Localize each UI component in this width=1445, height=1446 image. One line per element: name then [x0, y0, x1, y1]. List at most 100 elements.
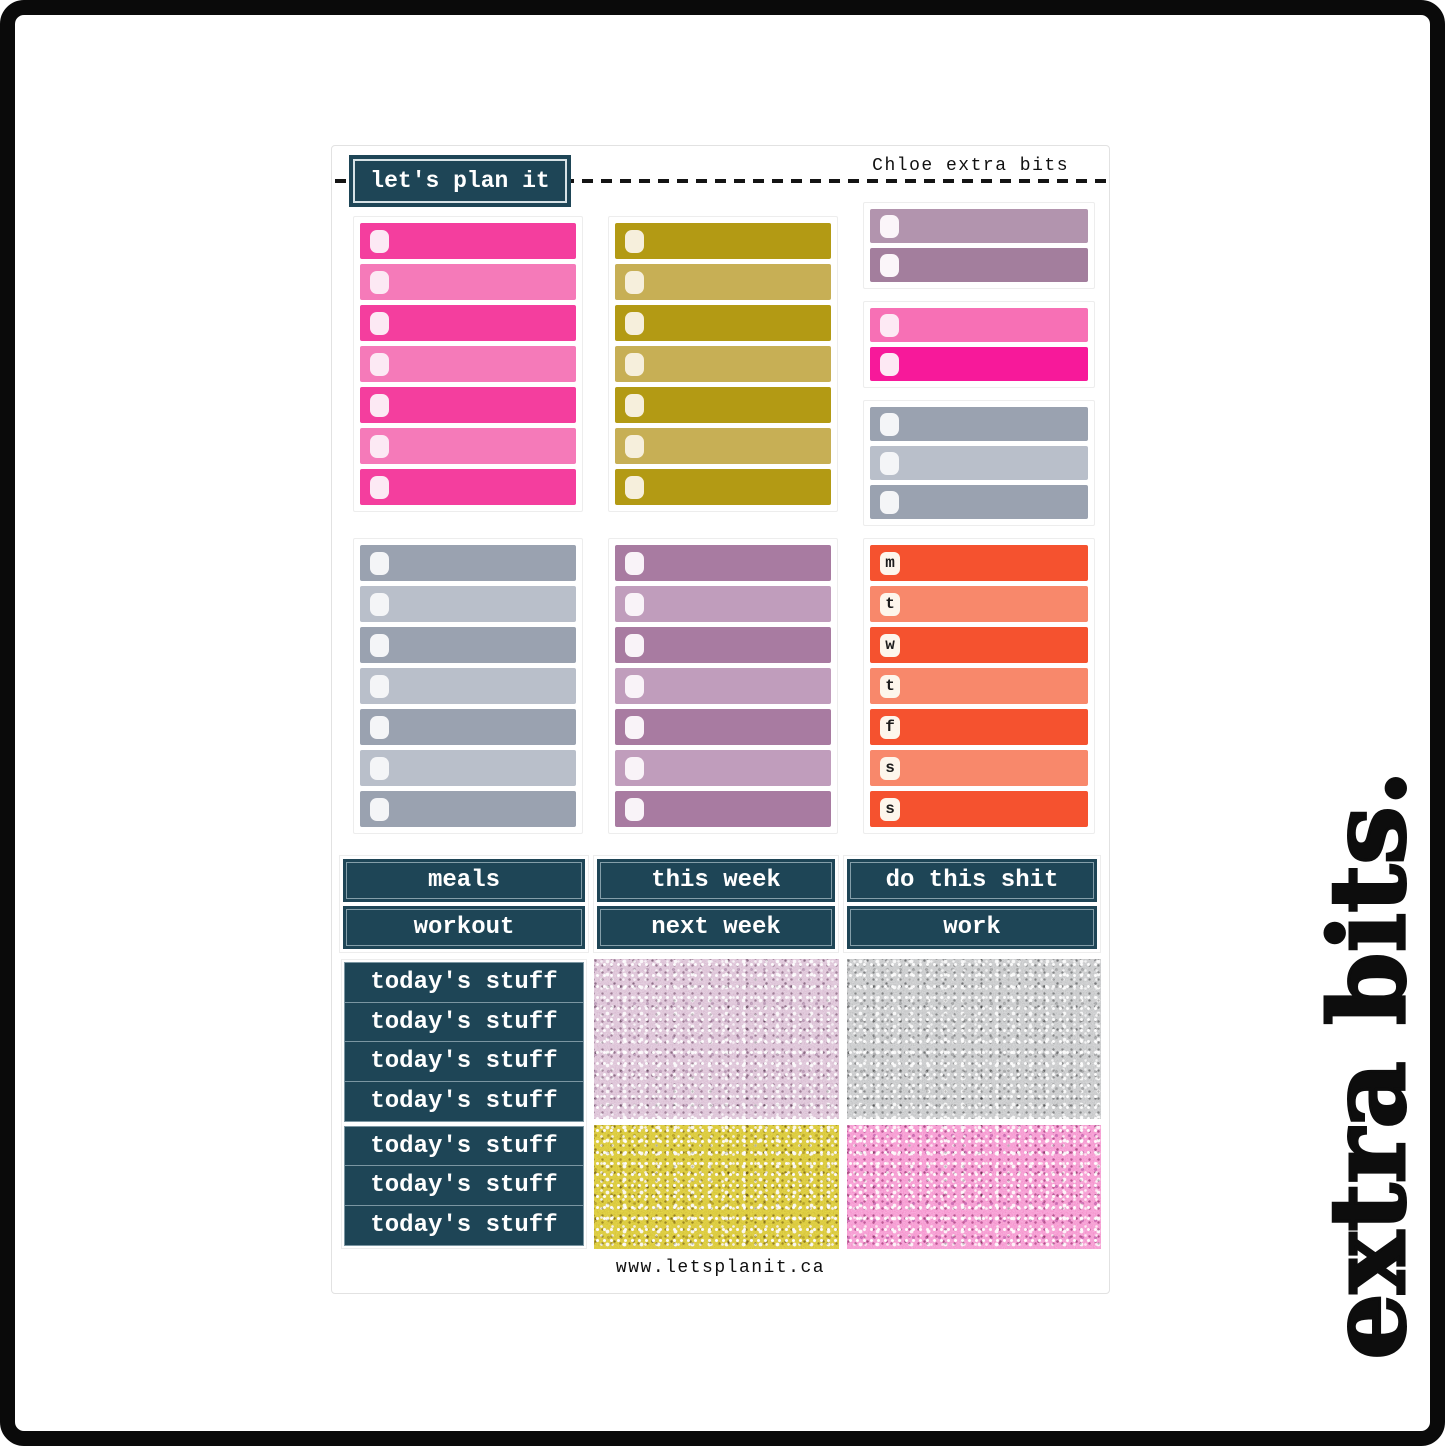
mauve-checkbox-bar — [870, 248, 1088, 282]
silver-glitter-swatch — [847, 959, 1101, 1119]
todays-stuff-sticker: today's stuff — [345, 1165, 583, 1205]
gold-glitter-swatch — [594, 1125, 839, 1249]
checkbox-icon — [370, 270, 389, 294]
mauve2-checkbox-bar — [615, 627, 831, 663]
sticker-column — [353, 538, 583, 834]
checkbox-icon — [880, 451, 899, 475]
pink-checkbox-bar — [360, 387, 576, 423]
checkbox-icon — [625, 311, 644, 335]
header-labels-row: meals workout this week next week do thi… — [339, 855, 1101, 953]
label-text: work — [943, 914, 1001, 941]
checkbox-icon — [880, 352, 899, 376]
label-block-work: do this shit work — [843, 855, 1101, 953]
checkbox-icon — [880, 490, 899, 514]
pink-checkbox-bar — [360, 469, 576, 505]
gray-checkbox-bar — [360, 709, 576, 745]
todays-stuff-sticker: today's stuff — [345, 1001, 583, 1042]
todays-stuff-sticker: today's stuff — [345, 1081, 583, 1121]
todays-stuff-sticker: today's stuff — [345, 1205, 583, 1245]
todays-stuff-text: today's stuff — [370, 1132, 558, 1160]
label-do-this-shit: do this shit — [847, 859, 1097, 902]
bottom-stickers-zone: today's stuff today's stuff today's stuf… — [341, 959, 1101, 1249]
checkbox-icon — [625, 434, 644, 458]
vividpink-checkbox-bar — [870, 347, 1088, 381]
checkbox-icon — [370, 592, 389, 616]
checkbox-icon — [625, 715, 644, 739]
sticker-column — [353, 216, 583, 512]
brand-logo-text: let's plan it — [370, 168, 550, 194]
day-letter-badge: t — [880, 674, 900, 698]
orange-checkbox-bar: s — [870, 791, 1088, 827]
checkbox-icon — [880, 313, 899, 337]
mauve2-checkbox-bar — [615, 668, 831, 704]
checkbox-icon — [370, 715, 389, 739]
mauve2-checkbox-bar — [615, 791, 831, 827]
olive-checkbox-bar — [615, 223, 831, 259]
checkbox-icon — [370, 311, 389, 335]
label-work: work — [847, 906, 1097, 949]
sticker-pad — [353, 216, 583, 512]
sticker-pad — [608, 538, 838, 834]
glitter-swatches-grid — [594, 959, 1101, 1249]
checkbox-icon — [625, 352, 644, 376]
todays-stuff-text: today's stuff — [370, 1048, 558, 1076]
mauve2-checkbox-bar — [615, 709, 831, 745]
gray-checkbox-bar — [360, 627, 576, 663]
day-letter-badge: w — [880, 633, 900, 657]
olive-checkbox-bar — [615, 469, 831, 505]
checkbox-icon — [370, 633, 389, 657]
label-next-week: next week — [597, 906, 835, 949]
mauve2-checkbox-bar — [615, 750, 831, 786]
pink-glitter-swatch — [847, 1125, 1101, 1249]
label-text: next week — [651, 914, 781, 941]
day-letter-badge: s — [880, 797, 900, 821]
checkbox-icon — [625, 797, 644, 821]
pink-checkbox-bar — [360, 305, 576, 341]
checkbox-icon — [370, 551, 389, 575]
checkbox-icon — [625, 756, 644, 780]
label-this-week: this week — [597, 859, 835, 902]
todays-stuff-group: today's stuff today's stuff today's stuf… — [344, 1125, 584, 1246]
sticker-column — [608, 216, 838, 512]
brand-logo-badge: let's plan it — [349, 155, 571, 207]
orange-checkbox-bar: s — [870, 750, 1088, 786]
olive-checkbox-bar — [615, 428, 831, 464]
sheet-title: Chloe extra bits — [872, 156, 1069, 176]
sticker-pad — [353, 538, 583, 834]
orange-checkbox-bar: t — [870, 586, 1088, 622]
mauve-checkbox-bar — [870, 209, 1088, 243]
glitter-noise-overlay — [594, 959, 839, 1119]
gray-checkbox-bar — [360, 668, 576, 704]
checkbox-icon — [625, 475, 644, 499]
mauve2-checkbox-bar — [615, 545, 831, 581]
todays-stuff-group: today's stuff today's stuff today's stuf… — [344, 962, 584, 1122]
label-block-meals-workout: meals workout — [339, 855, 589, 953]
sticker-column — [608, 538, 838, 834]
todays-stuff-text: today's stuff — [370, 1087, 558, 1115]
checkbox-icon — [370, 674, 389, 698]
todays-stuff-sticker: today's stuff — [345, 1041, 583, 1081]
gray-checkbox-bar — [870, 446, 1088, 480]
website-url: www.letsplanit.ca — [615, 1258, 826, 1278]
gray-checkbox-bar — [360, 586, 576, 622]
checkbox-bars-top-section — [353, 202, 1095, 526]
checkbox-icon — [370, 434, 389, 458]
sticker-column — [863, 202, 1095, 526]
day-letter-badge: f — [880, 715, 900, 739]
sticker-pad — [608, 216, 838, 512]
checkbox-icon — [370, 475, 389, 499]
label-meals: meals — [343, 859, 585, 902]
glitter-noise-overlay — [847, 959, 1101, 1119]
checkbox-icon — [370, 393, 389, 417]
olive-checkbox-bar — [615, 264, 831, 300]
label-workout: workout — [343, 906, 585, 949]
gray-checkbox-bar — [870, 485, 1088, 519]
checkbox-icon — [370, 229, 389, 253]
todays-stuff-sticker: today's stuff — [345, 963, 583, 1002]
checkbox-icon — [625, 633, 644, 657]
glitter-noise-overlay — [847, 1125, 1101, 1249]
checkbox-icon — [625, 229, 644, 253]
